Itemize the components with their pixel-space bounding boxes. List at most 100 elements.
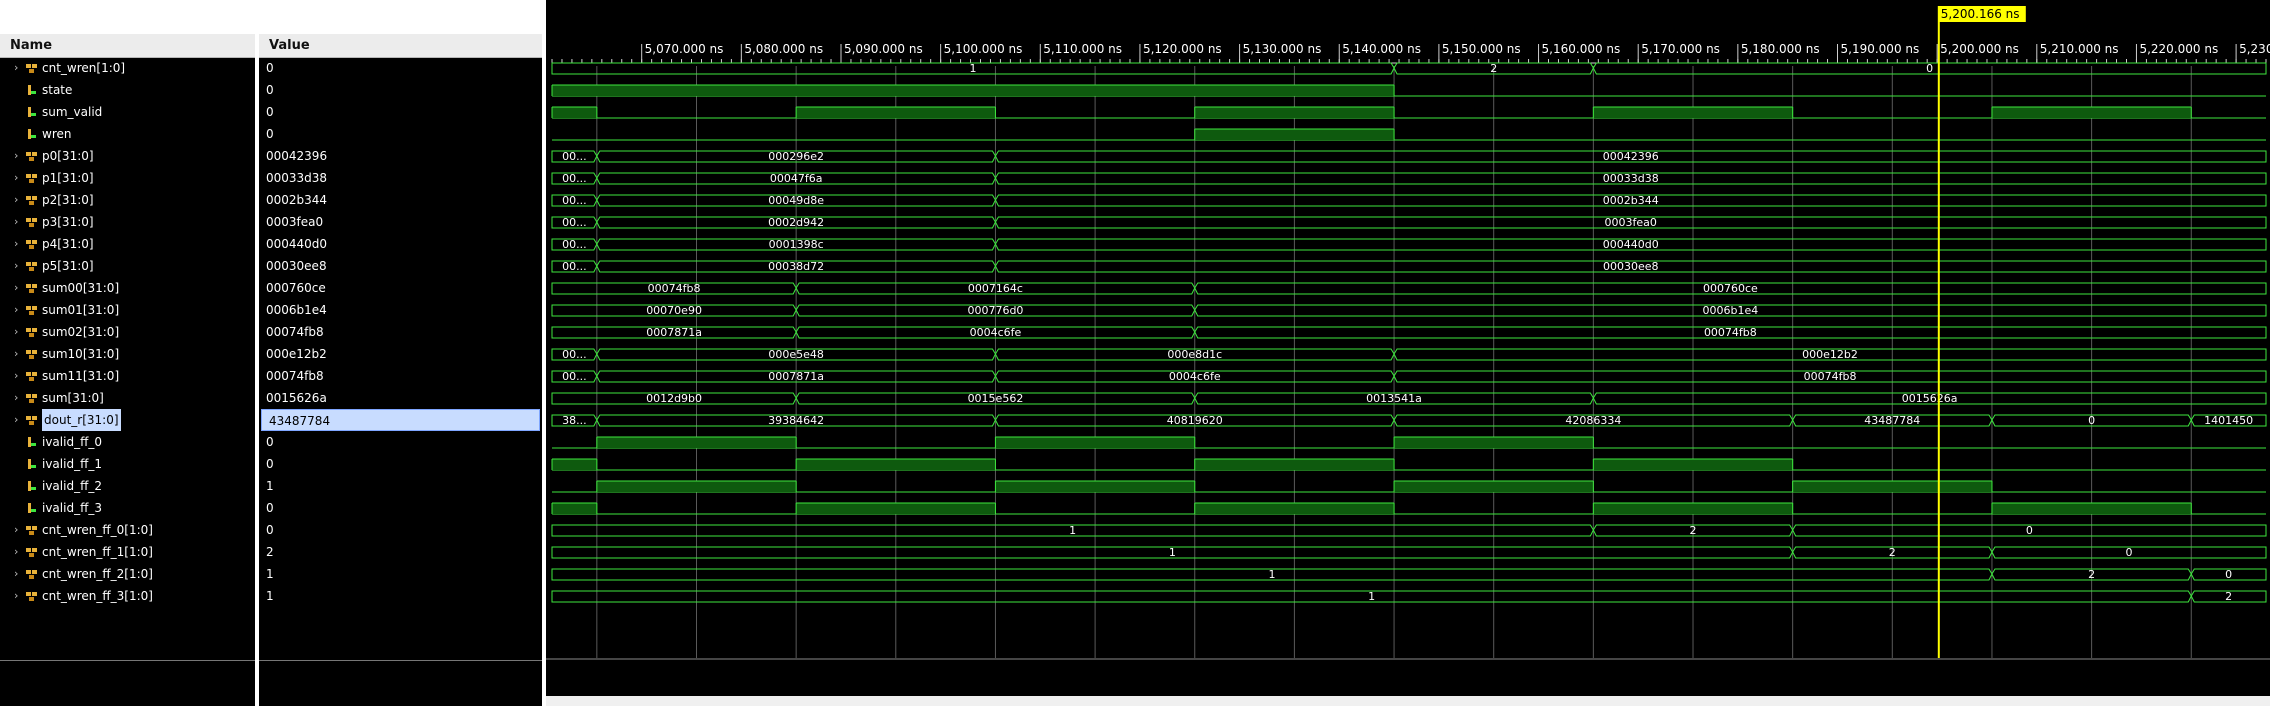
expand-chevron-icon[interactable]: › [14,325,19,338]
signal-value[interactable]: 000e12b2 [266,347,327,361]
expand-chevron-icon[interactable]: › [14,545,19,558]
signal-name-row[interactable]: › p1[31:0] [0,167,255,189]
expand-chevron-icon[interactable]: › [14,391,19,404]
signal-value[interactable]: 0003fea0 [266,215,324,229]
value-column-header[interactable]: Value [259,34,542,58]
signal-name-row[interactable]: ivalid_ff_0 [0,431,255,453]
waveform-panel[interactable]: 5,070.000 ns 5,080.000 ns 5,090.000 ns 5,10… [546,0,2270,706]
signal-name-row[interactable]: › sum00[31:0] [0,277,255,299]
name-column-header[interactable]: Name [0,34,255,58]
ruler-tick-label: 5,100.000 ns [944,42,1023,56]
expand-chevron-icon[interactable]: › [14,303,19,316]
signal-name-row[interactable]: › p0[31:0] [0,145,255,167]
signal-value[interactable]: 000440d0 [266,237,328,251]
signal-value[interactable]: 0015626a [266,391,327,405]
signal-value[interactable]: 1 [266,589,274,603]
signal-name-row[interactable]: › cnt_wren_ff_0[1:0] [0,519,255,541]
expand-chevron-icon[interactable]: › [14,523,19,536]
expand-chevron-icon[interactable]: › [14,171,19,184]
signal-name-row[interactable]: › p5[31:0] [0,255,255,277]
bit-high-pulse [995,437,1195,448]
waveform-canvas[interactable]: 5,070.000 ns 5,080.000 ns 5,090.000 ns 5,10… [546,0,2270,706]
signal-value[interactable]: 0006b1e4 [266,303,327,317]
expand-chevron-icon[interactable]: › [14,259,19,272]
signal-value[interactable]: 0 [266,83,274,97]
values-header-spacer [259,0,542,34]
signal-name-row[interactable]: wren [0,123,255,145]
expand-chevron-icon[interactable]: › [14,413,19,426]
signal-value[interactable]: 0 [266,523,274,537]
ruler-tick-label: 5,080.000 ns [744,42,823,56]
ruler-tick-label: 5,230.000 ns [2239,42,2270,56]
bus-segment [995,216,2267,229]
signal-name-row[interactable]: › sum[31:0] [0,387,255,409]
expand-chevron-icon[interactable]: › [14,589,19,602]
expand-chevron-icon[interactable]: › [14,149,19,162]
bus-value-label: 0012d9b0 [646,392,702,405]
signal-value[interactable]: 0 [266,127,274,141]
signal-value[interactable]: 00042396 [266,149,328,163]
expand-chevron-icon[interactable]: › [14,61,19,74]
signal-value[interactable]: 0 [266,457,274,471]
signal-name: sum00[31:0] [42,281,120,295]
expand-chevron-icon[interactable]: › [14,369,19,382]
bus-value-label: 2 [2088,568,2095,581]
expand-chevron-icon[interactable]: › [14,281,19,294]
expand-chevron-icon[interactable]: › [14,215,19,228]
bus-value-label: 00... [562,348,587,361]
bus-value-label: 2 [2225,590,2232,603]
bit-high-pulse [796,459,996,470]
bit-signal-icon [28,129,36,139]
ruler-tick-label: 5,150.000 ns [1442,42,1521,56]
signal-value[interactable]: 00030ee8 [266,259,327,273]
signal-value[interactable]: 1 [266,567,274,581]
bus-signal-icon [26,372,37,381]
signal-name-row[interactable]: › cnt_wren_ff_2[1:0] [0,563,255,585]
signal-name-row[interactable]: › cnt_wren[1:0] [0,57,255,79]
bus-signal-icon [26,350,37,359]
signal-name-row[interactable]: state [0,79,255,101]
signal-name-row[interactable]: ivalid_ff_2 [0,475,255,497]
signal-value[interactable]: 00074fb8 [266,325,324,339]
bus-value-label: 000760ce [1703,282,1758,295]
signal-value[interactable]: 1 [266,479,274,493]
signal-name-row[interactable]: › p3[31:0] [0,211,255,233]
bus-value-label: 0006b1e4 [1703,304,1759,317]
signal-value[interactable]: 0 [266,435,274,449]
signal-name-row[interactable]: › dout_r[31:0] [0,409,255,431]
signal-value[interactable]: 2 [266,545,274,559]
signal-name-row[interactable]: ivalid_ff_3 [0,497,255,519]
bus-value-label: 2 [1690,524,1697,537]
expand-chevron-icon[interactable]: › [14,237,19,250]
signal-name-row[interactable]: › cnt_wren_ff_3[1:0] [0,585,255,607]
ruler-tick-label: 5,130.000 ns [1243,42,1322,56]
signal-name-row[interactable]: › p4[31:0] [0,233,255,255]
signal-name-row[interactable]: › sum01[31:0] [0,299,255,321]
signal-value[interactable]: 0 [266,105,274,119]
expand-chevron-icon[interactable]: › [14,193,19,206]
signal-name-row[interactable]: › cnt_wren_ff_1[1:0] [0,541,255,563]
signal-name: dout_r[31:0] [42,409,121,431]
signal-name-row[interactable]: › p2[31:0] [0,189,255,211]
signal-name-row[interactable]: › sum11[31:0] [0,365,255,387]
signal-name-row[interactable]: ivalid_ff_1 [0,453,255,475]
expand-chevron-icon[interactable]: › [14,347,19,360]
bus-segment [2190,568,2267,581]
signal-value[interactable]: 0 [266,61,274,75]
signal-value[interactable]: 000760ce [266,281,326,295]
signal-name-row[interactable]: › sum02[31:0] [0,321,255,343]
expand-chevron-icon[interactable]: › [14,567,19,580]
bus-value-label: 00070e90 [646,304,702,317]
signal-value[interactable]: 0002b344 [266,193,328,207]
signal-name: p3[31:0] [42,215,94,229]
signal-name-row[interactable]: › sum10[31:0] [0,343,255,365]
bus-signal-icon [26,592,37,601]
bus-signal-icon [26,174,37,183]
signal-value[interactable]: 00074fb8 [266,369,324,383]
names-panel: Name › cnt_wren[1:0] state sum_valid wren › p0… [0,0,259,706]
bit-signal-icon [28,85,36,95]
signal-value[interactable]: 43487784 [261,409,540,431]
signal-value[interactable]: 00033d38 [266,171,328,185]
signal-name-row[interactable]: sum_valid [0,101,255,123]
signal-value[interactable]: 0 [266,501,274,515]
